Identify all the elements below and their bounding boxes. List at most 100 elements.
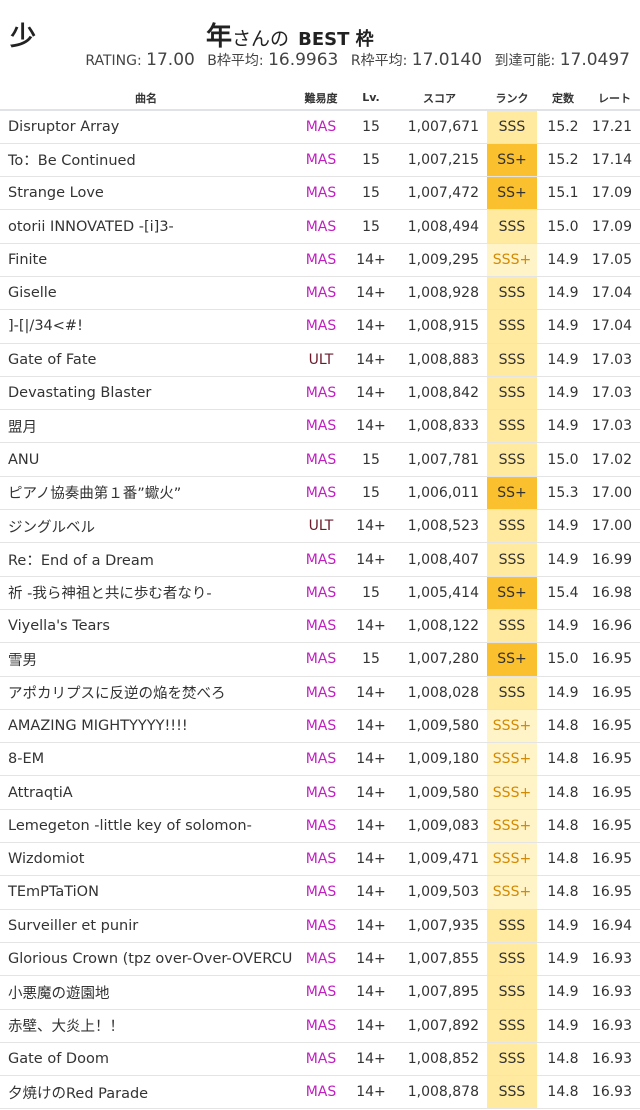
rank-cell: SSS+ [487,742,537,777]
score-cell: 1,009,580 [392,775,487,810]
constant-cell: 15.2 [537,110,589,144]
difficulty-cell: MAS [292,309,350,344]
score-cell: 1,007,892 [392,1009,487,1043]
constant-cell: 14.9 [537,509,589,544]
table-row[interactable]: Giselle MAS 14+ 1,008,928 SSS 14.9 17.04 [0,276,640,311]
level-cell: 14+ [350,1042,392,1077]
song-name-cell: ジングルベル [0,509,292,544]
rank-cell: SSS+ [487,775,537,810]
song-name-cell: ]-[|/34<#! [0,309,292,344]
rate-cell: 16.93 [589,1042,640,1077]
table-row[interactable]: 赤壁、大炎上！！ MAS 14+ 1,007,892 SSS 14.9 16.93 [0,1009,640,1043]
table-row[interactable]: Finite MAS 14+ 1,009,295 SSS+ 14.9 17.05 [0,243,640,277]
table-row[interactable]: ピアノ協奏曲第１番”蠍火” MAS 15 1,006,011 SS+ 15.3 17.00 [0,476,640,511]
table-row[interactable]: AMAZING MIGHTYYYY!!!! MAS 14+ 1,009,580 SSS+… [0,709,640,744]
song-name-cell: Gate of Fate [0,343,292,377]
level-cell: 14+ [350,542,392,577]
song-name-cell: Gate of Doom [0,1042,292,1077]
table-row[interactable]: Re：End of a Dream MAS 14+ 1,008,407 SSS 14.9 1… [0,542,640,577]
column-header-constant[interactable]: 定数 [537,86,589,111]
rank-cell: SS+ [487,176,537,211]
song-name-cell: otorii INNOVATED -[i]3- [0,209,292,244]
song-name-cell: 盟月 [0,409,292,444]
table-row[interactable]: ANU MAS 15 1,007,781 SSS 15.0 17.02 [0,442,640,477]
table-row[interactable]: otorii INNOVATED -[i]3- MAS 15 1,008,494 SSS… [0,209,640,244]
song-name-cell: Lemegeton -little key of solomon- [0,809,292,844]
table-header: 曲名 難易度 Lv. スコア ランク 定数 レート [0,86,640,111]
constant-cell: 15.0 [537,442,589,477]
difficulty-cell: MAS [292,842,350,877]
score-cell: 1,009,295 [392,243,487,277]
table-row[interactable]: Lemegeton -little key of solomon- MAS 14+ 1… [0,809,640,844]
rank-cell: SSS [487,509,537,544]
difficulty-cell: MAS [292,576,350,610]
rate-cell: 16.99 [589,542,640,577]
rate-cell: 17.09 [589,176,640,211]
level-cell: 14+ [350,709,392,744]
score-cell: 1,007,472 [392,176,487,211]
table-row[interactable]: 夕焼けのRed Parade MAS 14+ 1,008,878 SSS 14.8 16.9… [0,1075,640,1110]
table-row[interactable]: Gate of Fate ULT 14+ 1,008,883 SSS 14.9 17.03 [0,343,640,377]
rank-cell: SSS [487,1075,537,1110]
column-header-song-name[interactable]: 曲名 [0,86,292,111]
column-header-difficulty[interactable]: 難易度 [292,86,350,111]
constant-cell: 15.1 [537,176,589,211]
score-cell: 1,006,011 [392,476,487,511]
rating-value: 17.00 [146,50,195,70]
level-cell: 14+ [350,276,392,311]
table-row[interactable]: To：Be Continued MAS 15 1,007,215 SS+ 15.2 17.1… [0,143,640,178]
level-cell: 14+ [350,243,392,277]
rate-cell: 16.93 [589,975,640,1010]
table-row[interactable]: TEmPTaTiON MAS 14+ 1,009,503 SSS+ 14.8 16.95 [0,875,640,910]
table-row[interactable]: 盟月 MAS 14+ 1,008,833 SSS 14.9 17.03 [0,409,640,444]
song-name-cell: Giselle [0,276,292,311]
difficulty-cell: MAS [292,209,350,244]
rate-cell: 16.95 [589,775,640,810]
table-row[interactable]: Devastating Blaster MAS 14+ 1,008,842 SSS 14.… [0,376,640,411]
difficulty-cell: MAS [292,409,350,444]
score-cell: 1,008,122 [392,609,487,644]
level-cell: 14+ [350,942,392,977]
table-row[interactable]: Wizdomiot MAS 14+ 1,009,471 SSS+ 14.8 16.95 [0,842,640,877]
table-row[interactable]: 小悪魔の遊園地 MAS 14+ 1,007,895 SSS 14.9 16.93 [0,975,640,1010]
difficulty-cell: MAS [292,1042,350,1077]
song-name-cell: TEmPTaTiON [0,875,292,910]
table-row[interactable]: Strange Love MAS 15 1,007,472 SS+ 15.1 17.09 [0,176,640,211]
rank-cell: SSS [487,110,537,144]
rank-cell: SSS [487,1042,537,1077]
table-row[interactable]: 雪男 MAS 15 1,007,280 SS+ 15.0 16.95 [0,642,640,677]
table-row[interactable]: アポカリプスに反逆の焔を焚べろ MAS 14+ 1,008,028 SSS 14.9 16.… [0,676,640,710]
rate-cell: 16.95 [589,742,640,777]
table-row[interactable]: ジングルベル ULT 14+ 1,008,523 SSS 14.9 17.00 [0,509,640,544]
score-cell: 1,009,471 [392,842,487,877]
score-cell: 1,008,878 [392,1075,487,1110]
song-name-cell: 赤壁、大炎上！！ [0,1009,292,1043]
constant-cell: 14.8 [537,709,589,744]
difficulty-cell: MAS [292,775,350,810]
rank-cell: SSS [487,676,537,710]
rating-stats: RATING: 17.00 B枠平均: 16.9963 R枠平均: 17.014… [85,50,630,70]
rate-cell: 16.95 [589,642,640,677]
rate-cell: 16.95 [589,842,640,877]
table-row[interactable]: Glorious Crown (tpz over-Over-OVERCUTE R… [0,942,640,977]
level-cell: 14+ [350,875,392,910]
column-header-rate[interactable]: レート [589,86,640,111]
song-name-cell: アポカリプスに反逆の焔を焚べろ [0,676,292,710]
table-row[interactable]: ]-[|/34<#! MAS 14+ 1,008,915 SSS 14.9 17.04 [0,309,640,344]
constant-cell: 14.8 [537,1042,589,1077]
column-header-rank[interactable]: ランク [487,86,537,111]
best-table: 曲名 難易度 Lv. スコア ランク 定数 レート Disruptor Array MAS 15… [0,86,640,1110]
table-row[interactable]: Disruptor Array MAS 15 1,007,671 SSS 15.2 17.2… [0,110,640,144]
table-row[interactable]: 8-EM MAS 14+ 1,009,180 SSS+ 14.8 16.95 [0,742,640,777]
table-row[interactable]: 祈 -我ら神祖と共に歩む者なり- MAS 15 1,005,414 SS+ 15.4 16.… [0,576,640,610]
table-row[interactable]: Gate of Doom MAS 14+ 1,008,852 SSS 14.8 16.93 [0,1042,640,1077]
table-row[interactable]: AttraqtiA MAS 14+ 1,009,580 SSS+ 14.8 16.95 [0,775,640,810]
table-row[interactable]: Viyella's Tears MAS 14+ 1,008,122 SSS 14.9 16.… [0,609,640,644]
song-name-cell: Re：End of a Dream [0,542,292,577]
song-name-cell: ANU [0,442,292,477]
column-header-score[interactable]: スコア [392,86,487,111]
column-header-level[interactable]: Lv. [350,86,392,111]
rate-cell: 16.95 [589,709,640,744]
rank-cell: SSS [487,975,537,1010]
table-row[interactable]: Surveiller et punir MAS 14+ 1,007,935 SSS 14.… [0,909,640,943]
